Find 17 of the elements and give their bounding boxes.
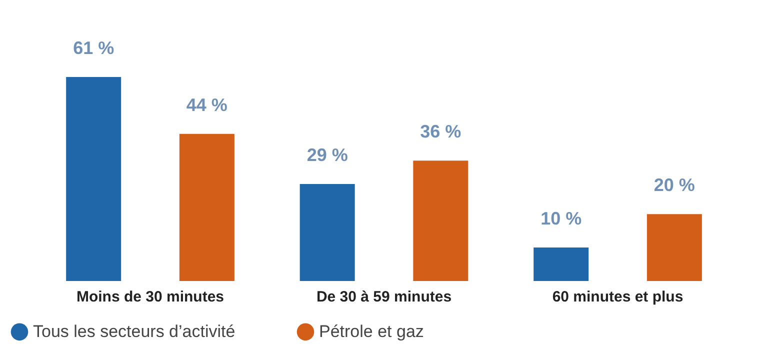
bar <box>66 77 122 281</box>
data-label: 36 % <box>420 122 462 142</box>
data-label: 61 % <box>73 38 114 58</box>
x-tick-label: De 30 à 59 minutes <box>316 288 452 306</box>
data-label: 29 % <box>306 145 348 166</box>
bar <box>534 248 589 281</box>
bar <box>179 134 234 281</box>
x-tick-label: Moins de 30 minutes <box>76 288 224 306</box>
bar <box>413 160 468 281</box>
legend-label: Pétrole et gaz <box>319 322 424 341</box>
bar <box>646 214 702 281</box>
data-label: 10 % <box>540 208 582 229</box>
legend-label: Tous les secteurs d’activité <box>33 322 236 341</box>
data-label: 20 % <box>654 175 695 196</box>
x-tick-label: 60 minutes et plus <box>552 288 684 306</box>
data-label: 44 % <box>186 94 228 115</box>
bar <box>300 184 355 281</box>
